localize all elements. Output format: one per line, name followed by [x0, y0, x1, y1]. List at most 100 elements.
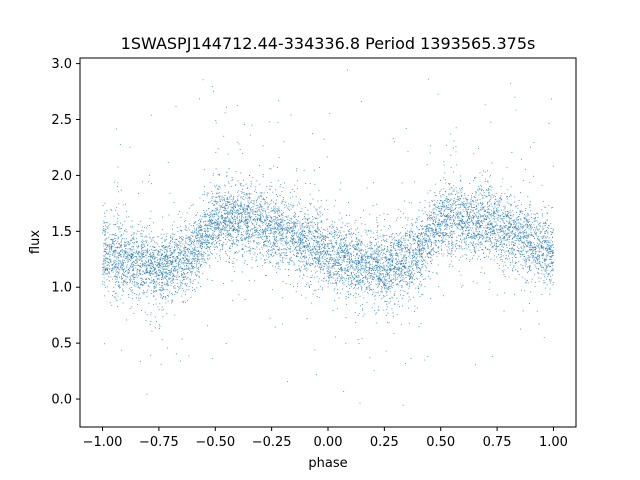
data-point — [212, 238, 214, 240]
data-point — [476, 205, 478, 207]
data-point — [158, 289, 160, 291]
data-point — [534, 250, 536, 252]
data-point — [443, 253, 445, 255]
data-point — [122, 256, 124, 258]
data-point — [187, 268, 189, 270]
data-point — [402, 262, 404, 264]
data-point — [540, 244, 542, 246]
data-point — [380, 253, 382, 255]
data-point — [519, 225, 521, 227]
data-point — [165, 261, 167, 263]
data-point — [175, 259, 177, 261]
data-point — [353, 261, 355, 263]
data-point — [235, 231, 237, 233]
data-point — [466, 203, 468, 205]
data-point — [251, 267, 253, 269]
data-point — [192, 255, 194, 257]
data-point — [123, 254, 125, 256]
data-point — [467, 199, 469, 200]
data-point — [476, 226, 478, 228]
data-point — [166, 233, 168, 235]
data-point — [249, 229, 251, 231]
data-point — [404, 272, 406, 274]
data-point — [199, 253, 201, 255]
data-point — [259, 192, 261, 194]
data-point — [347, 269, 349, 271]
data-point — [214, 185, 215, 187]
data-point — [367, 262, 369, 264]
data-point — [316, 258, 318, 260]
data-point — [488, 189, 490, 191]
data-point — [550, 258, 551, 260]
data-point — [384, 248, 386, 250]
data-point — [357, 261, 359, 263]
data-point — [104, 233, 106, 235]
data-point — [264, 259, 266, 261]
data-point — [362, 280, 364, 282]
data-point — [404, 291, 406, 292]
data-point — [443, 188, 445, 190]
data-point — [390, 286, 392, 288]
data-point — [304, 253, 306, 255]
data-point — [381, 277, 383, 279]
data-point — [410, 273, 412, 275]
data-point — [452, 241, 454, 243]
data-point — [275, 220, 277, 222]
data-point — [358, 269, 360, 271]
data-point — [294, 247, 296, 249]
data-point — [424, 359, 426, 361]
data-point — [401, 285, 403, 287]
data-point — [162, 249, 164, 251]
data-point — [122, 269, 124, 271]
data-point — [239, 208, 241, 210]
chart-title: 1SWASPJ144712.44-334336.8 Period 1393565… — [121, 34, 536, 53]
data-point — [270, 218, 272, 220]
data-point — [402, 404, 404, 406]
data-point — [249, 216, 250, 218]
data-point — [433, 232, 435, 233]
data-point — [183, 236, 185, 238]
data-point — [388, 259, 390, 261]
data-point — [306, 242, 308, 244]
data-point — [458, 247, 460, 249]
data-point — [288, 203, 290, 205]
data-point — [369, 290, 370, 292]
data-point — [317, 235, 319, 237]
data-point — [501, 230, 503, 232]
data-point — [323, 241, 325, 243]
data-point — [432, 223, 434, 225]
data-point — [342, 270, 344, 272]
data-point — [544, 248, 546, 250]
data-point — [449, 200, 451, 201]
data-point — [391, 284, 392, 286]
data-point — [106, 269, 108, 271]
data-point — [356, 238, 357, 239]
data-point — [113, 244, 115, 246]
data-point — [237, 230, 239, 232]
data-point — [128, 294, 129, 295]
data-point — [323, 268, 324, 270]
data-point — [405, 274, 406, 276]
data-point — [508, 222, 510, 223]
data-point — [537, 255, 539, 257]
data-point — [351, 280, 353, 282]
data-point — [478, 194, 480, 196]
data-point — [152, 270, 154, 272]
data-point — [480, 202, 482, 204]
data-point — [450, 211, 451, 213]
data-point — [290, 218, 292, 220]
data-point — [391, 239, 393, 241]
data-point — [302, 277, 304, 279]
data-point — [514, 236, 515, 238]
data-point — [402, 235, 404, 237]
data-point — [224, 112, 226, 114]
data-point — [268, 220, 270, 222]
data-point — [435, 251, 437, 253]
data-point — [302, 229, 304, 231]
data-point — [426, 243, 428, 245]
data-point — [532, 247, 534, 249]
data-point — [120, 247, 122, 249]
data-point — [345, 239, 347, 241]
data-point — [463, 201, 465, 202]
data-point — [216, 238, 218, 240]
